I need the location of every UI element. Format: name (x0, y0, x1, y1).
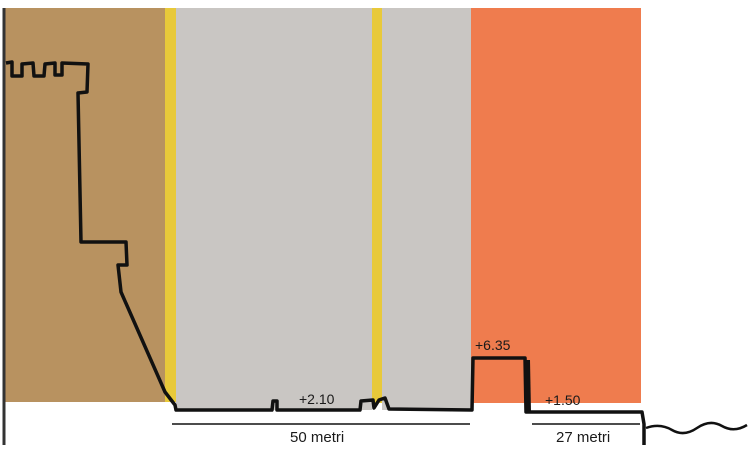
dimension-label-orange: 27 metri (556, 429, 610, 446)
yellow-strip-right (372, 8, 382, 403)
orange-zone (471, 8, 641, 403)
yellow-strip-left (165, 8, 176, 402)
castle-profile (5, 60, 646, 445)
castle-zone (4, 8, 165, 402)
elevation-wall: +6.35 (475, 337, 511, 353)
wall-right-thick (524, 359, 531, 413)
grey-zone-left (176, 8, 372, 410)
elevation-plaza: +2.10 (299, 391, 335, 407)
elevation-ground: +1.50 (545, 392, 581, 408)
dimension-label-plaza: 50 metri (290, 429, 344, 446)
sea-wave (645, 421, 748, 435)
grey-zone-right (382, 8, 471, 410)
